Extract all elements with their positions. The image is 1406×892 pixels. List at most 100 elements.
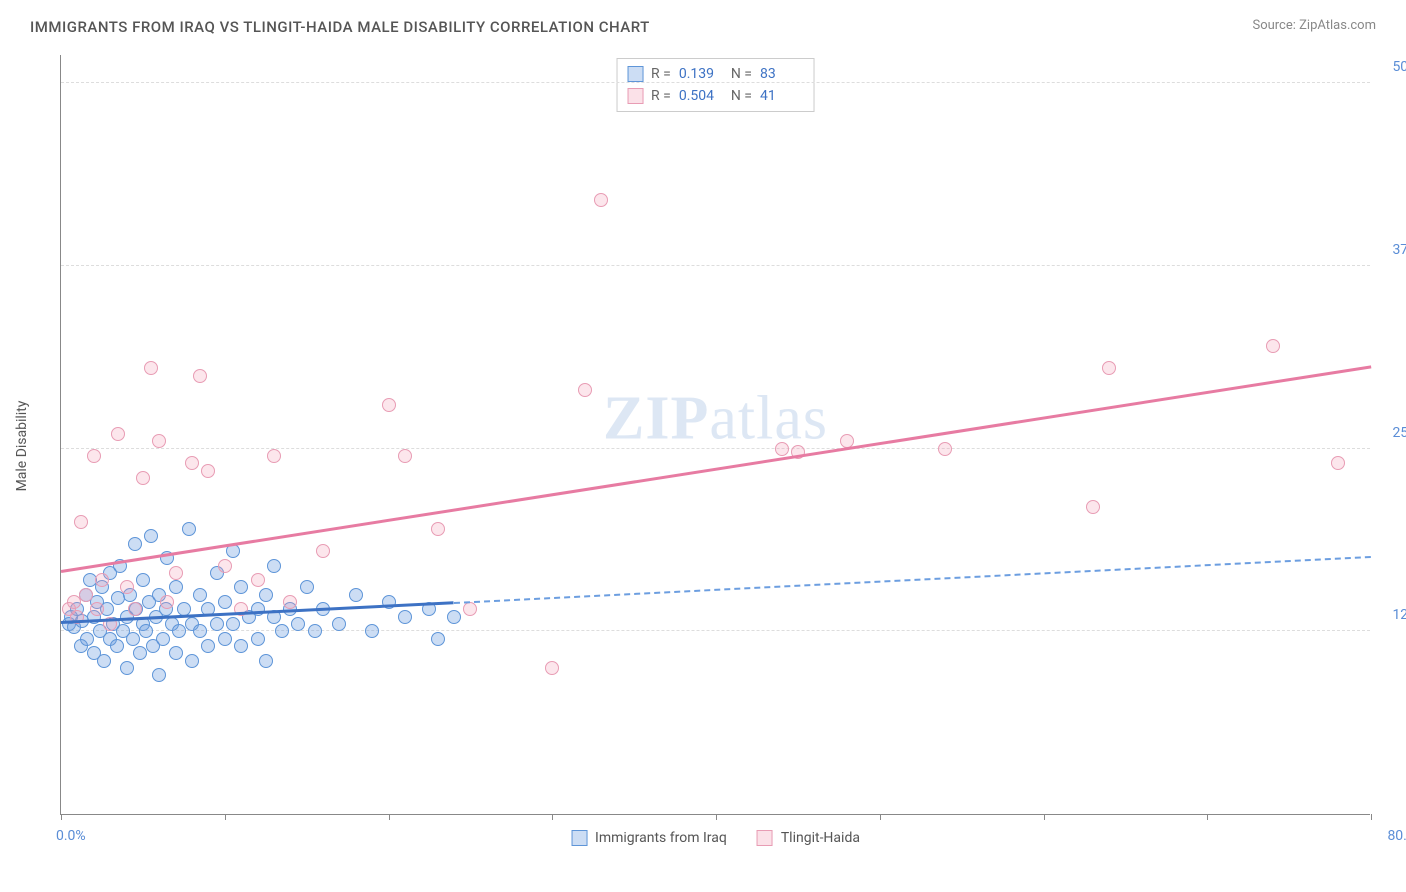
data-point	[218, 559, 232, 573]
trend-line	[454, 556, 1371, 604]
data-point	[594, 193, 608, 207]
data-point	[110, 639, 124, 653]
legend-r-value: 0.504	[679, 88, 723, 104]
data-point	[938, 442, 952, 456]
data-point	[152, 434, 166, 448]
chart-title: IMMIGRANTS FROM IRAQ VS TLINGIT-HAIDA MA…	[30, 18, 650, 36]
data-point	[193, 369, 207, 383]
data-point	[95, 573, 109, 587]
legend-swatch	[627, 88, 643, 104]
data-point	[545, 661, 559, 675]
data-point	[182, 522, 196, 536]
y-tick-label: 25.0%	[1375, 425, 1406, 441]
data-point	[259, 654, 273, 668]
data-point	[185, 654, 199, 668]
data-point	[144, 361, 158, 375]
data-point	[169, 646, 183, 660]
data-point	[398, 449, 412, 463]
y-tick-label: 12.5%	[1375, 607, 1406, 623]
gridline	[61, 448, 1370, 449]
source-attribution: Source: ZipAtlas.com	[1252, 18, 1376, 33]
data-point	[128, 602, 142, 616]
data-point	[210, 617, 224, 631]
data-point	[144, 529, 158, 543]
data-point	[218, 632, 232, 646]
x-tick	[389, 814, 390, 820]
data-point	[275, 624, 289, 638]
legend-n-label: N =	[731, 88, 752, 104]
gridline	[61, 82, 1370, 83]
y-axis-title: Male Disability	[14, 401, 30, 492]
legend-item: Immigrants from Iraq	[571, 830, 727, 846]
data-point	[267, 449, 281, 463]
x-axis-min-label: 0.0%	[56, 828, 86, 844]
legend-label: Tlingit-Haida	[781, 830, 860, 846]
data-point	[578, 383, 592, 397]
data-point	[447, 610, 461, 624]
data-point	[431, 522, 445, 536]
data-point	[169, 580, 183, 594]
x-tick	[225, 814, 226, 820]
legend-item: Tlingit-Haida	[757, 830, 860, 846]
data-point	[251, 573, 265, 587]
data-point	[218, 595, 232, 609]
data-point	[111, 427, 125, 441]
data-point	[398, 610, 412, 624]
data-point	[259, 588, 273, 602]
data-point	[172, 624, 186, 638]
legend-n-value: 83	[760, 66, 804, 82]
y-tick-label: 37.5%	[1375, 242, 1406, 258]
data-point	[201, 464, 215, 478]
x-tick	[1371, 814, 1372, 820]
data-point	[463, 602, 477, 616]
data-point	[300, 580, 314, 594]
data-point	[79, 588, 93, 602]
data-point	[234, 639, 248, 653]
data-point	[775, 442, 789, 456]
data-point	[97, 654, 111, 668]
x-tick	[61, 814, 62, 820]
data-point	[267, 559, 281, 573]
data-point	[1102, 361, 1116, 375]
x-tick	[716, 814, 717, 820]
data-point	[120, 661, 134, 675]
data-point	[251, 632, 265, 646]
data-point	[120, 580, 134, 594]
data-point	[90, 602, 104, 616]
data-point	[1266, 339, 1280, 353]
data-point	[80, 632, 94, 646]
legend-label: Immigrants from Iraq	[595, 830, 727, 846]
data-point	[169, 566, 183, 580]
legend-swatch	[571, 830, 587, 846]
data-point	[87, 449, 101, 463]
legend-swatch	[627, 66, 643, 82]
data-point	[431, 632, 445, 646]
legend-series: Immigrants from Iraq Tlingit-Haida	[571, 830, 860, 846]
data-point	[193, 588, 207, 602]
data-point	[193, 624, 207, 638]
legend-correlation-box: R =0.139N =83R =0.504N =41	[616, 58, 815, 112]
data-point	[136, 471, 150, 485]
data-point	[185, 456, 199, 470]
data-point	[226, 617, 240, 631]
data-point	[1086, 500, 1100, 514]
data-point	[291, 617, 305, 631]
x-tick	[1044, 814, 1045, 820]
data-point	[139, 624, 153, 638]
x-tick	[880, 814, 881, 820]
legend-row: R =0.504N =41	[627, 85, 804, 107]
legend-swatch	[757, 830, 773, 846]
data-point	[126, 632, 140, 646]
y-tick-label: 50.0%	[1375, 59, 1406, 75]
legend-r-value: 0.139	[679, 66, 723, 82]
legend-n-label: N =	[731, 66, 752, 82]
data-point	[74, 515, 88, 529]
plot-area: ZIPatlas R =0.139N =83R =0.504N =41 0.0%…	[60, 55, 1370, 815]
legend-n-value: 41	[760, 88, 804, 104]
data-point	[365, 624, 379, 638]
trend-line	[61, 366, 1371, 573]
data-point	[201, 639, 215, 653]
data-point	[136, 573, 150, 587]
x-tick	[1207, 814, 1208, 820]
data-point	[160, 595, 174, 609]
